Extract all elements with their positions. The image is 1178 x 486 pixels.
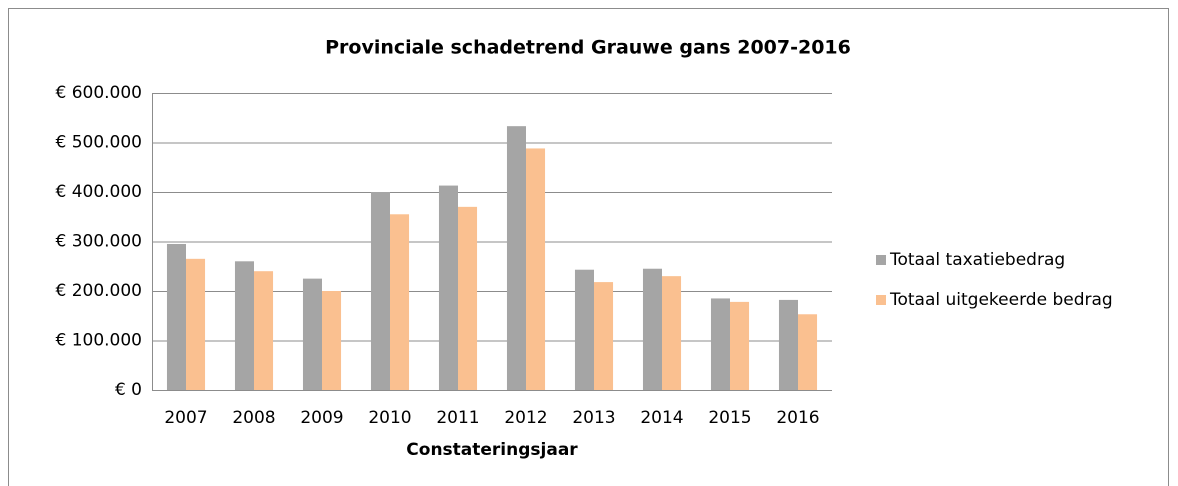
bar <box>234 261 254 390</box>
bar <box>506 126 526 390</box>
y-tick-label: € 400.000 <box>55 182 142 202</box>
x-tick-label: 2014 <box>640 408 683 428</box>
legend-swatch <box>876 295 886 305</box>
x-tick-label: 2012 <box>504 408 547 428</box>
bar <box>458 206 478 390</box>
x-tick-label: 2010 <box>368 408 411 428</box>
x-axis-label: Constateringsjaar <box>406 440 578 460</box>
bar <box>778 299 798 390</box>
x-tick-label: 2008 <box>232 408 275 428</box>
x-tick-label: 2015 <box>708 408 751 428</box>
legend-label: Totaal uitgekeerde bedrag <box>889 290 1113 310</box>
x-tick-label: 2009 <box>300 408 343 428</box>
x-tick-label: 2016 <box>776 408 819 428</box>
bar <box>186 258 206 390</box>
legend-label: Totaal taxatiebedrag <box>889 250 1065 270</box>
y-tick-label: € 500.000 <box>55 133 142 153</box>
bar <box>254 271 274 390</box>
chart-border <box>8 8 1169 486</box>
bar <box>642 268 662 390</box>
bar <box>302 278 322 390</box>
legend-swatch <box>876 255 886 265</box>
y-tick-label: € 100.000 <box>55 331 142 351</box>
bar <box>322 291 342 390</box>
bar <box>594 282 614 390</box>
bar <box>390 214 410 390</box>
bar <box>574 269 594 390</box>
y-tick-label: € 600.000 <box>55 83 142 103</box>
y-tick-label: € 200.000 <box>55 281 142 301</box>
chart-title: Provinciale schadetrend Grauwe gans 2007… <box>325 37 851 59</box>
x-tick-label: 2013 <box>572 408 615 428</box>
bar <box>710 298 730 390</box>
bar <box>798 314 818 390</box>
x-tick-label: 2007 <box>164 408 207 428</box>
y-tick-label: € 300.000 <box>55 232 142 252</box>
bar <box>438 185 458 390</box>
bar <box>370 192 390 390</box>
bar <box>662 276 682 390</box>
bar <box>730 301 750 390</box>
x-tick-label: 2011 <box>436 408 479 428</box>
bar <box>166 243 186 390</box>
bar <box>526 148 546 390</box>
y-tick-label: € 0 <box>115 380 142 400</box>
